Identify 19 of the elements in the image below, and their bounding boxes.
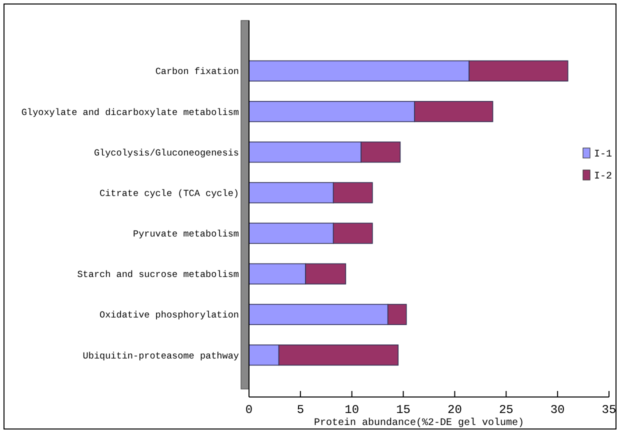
y-tick-label: Citrate cycle (TCA cycle) [100,188,239,199]
x-tick-label: 25 [498,403,514,417]
y-tick-label: Glycolysis/Gluconeogenesis [94,147,239,158]
x-tick-label: 35 [602,403,616,417]
legend-label: I-1 [594,150,612,160]
y-tick-label: Glyoxylate and dicarboxylate metabolism [21,106,240,118]
x-tick-label: 5 [296,403,304,417]
x-tick-label: 0 [245,403,253,417]
legend-label: I-2 [594,172,612,182]
x-axis-title: Protein abundance(%2-DE gel volume) [314,417,524,429]
x-tick-label: 10 [344,403,360,417]
y-tick-label: Pyruvate metabolism [132,228,240,240]
y-tick-label: Oxidative phosphorylation [100,310,239,321]
x-tick-label: 30 [550,403,565,417]
x-tick-label: 20 [448,403,462,417]
y-tick-label: Ubiquitin-proteasome pathway [82,350,240,362]
y-tick-label: Starch and sucrose metabolism [77,269,240,280]
y-tick-label: Carbon fixation [155,66,239,78]
x-tick-label: 15 [396,403,410,417]
